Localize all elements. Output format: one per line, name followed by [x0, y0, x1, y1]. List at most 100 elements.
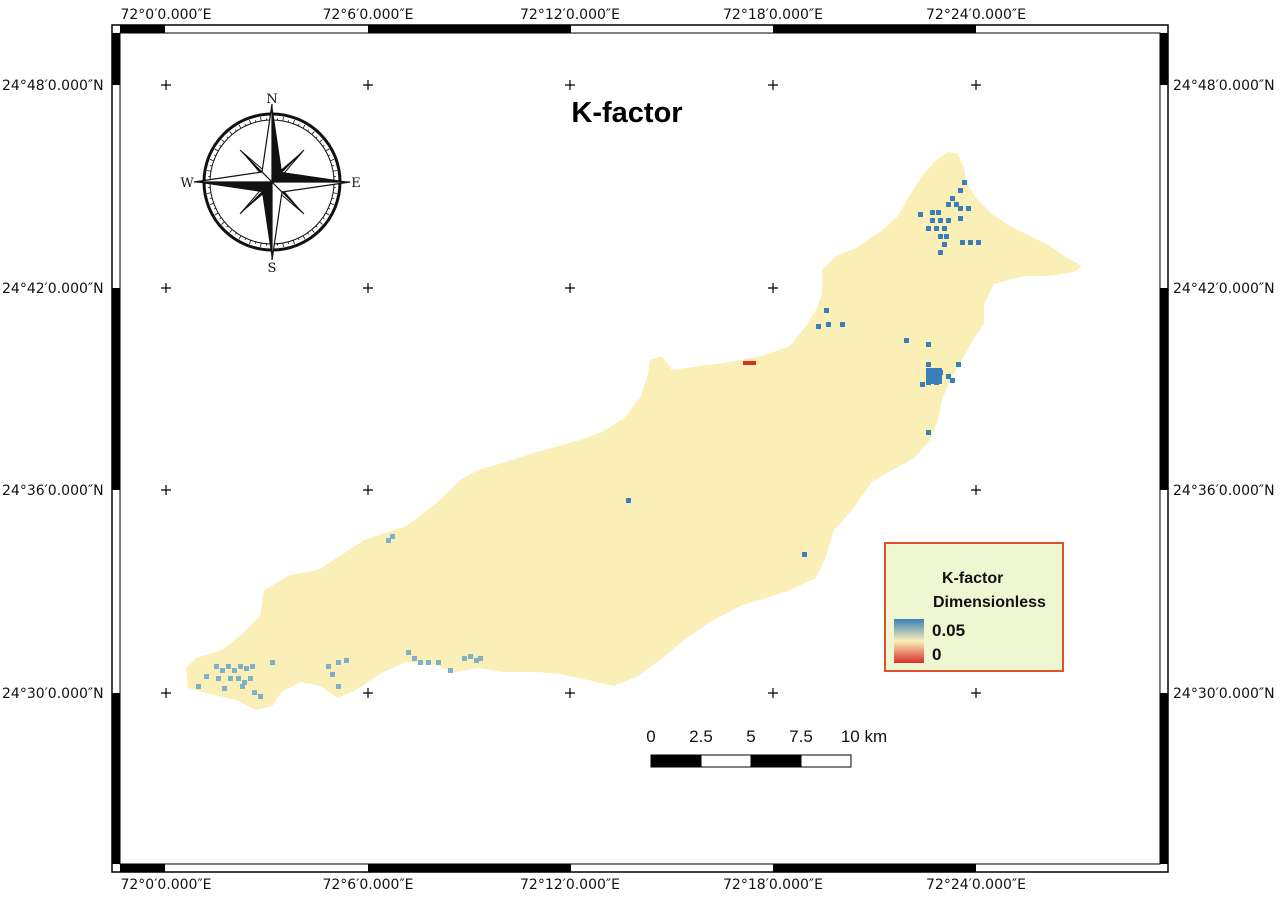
compass-west-label: W — [180, 176, 194, 191]
graticule-cross — [363, 688, 373, 698]
legend-high-label: 0.05 — [932, 621, 965, 640]
k-factor-high-cell — [826, 322, 831, 327]
graticule-cross — [363, 80, 373, 90]
compass-tick — [282, 116, 284, 122]
graticule-cross — [565, 80, 575, 90]
left-lat-label: 24°42′0.000″N — [2, 281, 104, 297]
k-factor-mid-cell — [390, 534, 395, 539]
top-lon-label: 72°0′0.000″E — [120, 7, 211, 23]
compass-tick — [292, 240, 295, 245]
k-factor-high-cell — [626, 498, 631, 503]
k-factor-high-cell — [966, 206, 971, 211]
k-factor-mid-cell — [418, 660, 423, 665]
compass-tick — [219, 217, 222, 220]
compass-tick — [260, 242, 262, 248]
legend-color-ramp — [894, 619, 924, 663]
k-factor-high-cell — [962, 180, 967, 185]
k-factor-high-cell — [946, 218, 951, 223]
compass-tick — [325, 212, 330, 216]
right-lat-label: 24°36′0.000″N — [1173, 483, 1275, 499]
compass-ticks — [206, 116, 338, 248]
k-factor-mid-cell — [220, 668, 225, 673]
k-factor-mid-cell — [336, 684, 341, 689]
k-factor-high-cells — [626, 180, 981, 557]
k-factor-high-cluster — [926, 368, 942, 384]
k-factor-high-cell — [918, 212, 923, 217]
scale-bar: 0 2.5 5 7.5 10 km — [646, 727, 887, 768]
k-factor-mid-cell — [240, 684, 245, 689]
bottom-lon-label: 72°12′0.000″E — [520, 877, 620, 893]
k-factor-mid-cell — [196, 684, 201, 689]
k-factor-mid-cell — [330, 672, 335, 677]
compass-tick — [249, 240, 252, 245]
k-factor-high-cell — [930, 210, 935, 215]
compass-tick — [209, 202, 214, 205]
scale-label: 0 — [646, 727, 655, 746]
right-lat-label: 24°48′0.000″N — [1173, 78, 1275, 94]
graticule-cross — [971, 688, 981, 698]
watershed-basin — [186, 152, 1082, 710]
k-factor-high-cell — [950, 378, 955, 383]
map-title: K-factor — [571, 97, 682, 129]
k-factor-high-cell — [960, 240, 965, 245]
k-factor-high-cell — [802, 552, 807, 557]
north-arrow-compass: N S E W — [180, 92, 360, 276]
k-factor-mid-cell — [474, 658, 479, 663]
k-factor-high-cell — [934, 226, 939, 231]
compass-north-label: N — [266, 92, 277, 107]
compass-tick — [219, 144, 222, 147]
compass-tick — [307, 232, 310, 235]
graticule-cross — [161, 80, 171, 90]
k-factor-high-cell — [840, 322, 845, 327]
compass-tick — [332, 192, 338, 194]
k-factor-mid-cell — [258, 694, 263, 699]
k-factor-high-cell — [946, 202, 951, 207]
compass-tick — [302, 235, 306, 240]
k-factor-mid-cell — [326, 664, 331, 669]
k-factor-high-cell — [944, 234, 949, 239]
k-factor-high-cell — [942, 242, 947, 247]
k-factor-mid-cell — [252, 690, 257, 695]
k-factor-high-cell — [824, 308, 829, 313]
compass-tick — [244, 123, 247, 126]
k-factor-mid-cell — [406, 650, 411, 655]
left-latitude-labels: 24°48′0.000″N 24°42′0.000″N 24°36′0.000″… — [2, 78, 104, 702]
scale-label: 7.5 — [789, 727, 813, 746]
k-factor-mid-cells — [196, 534, 483, 699]
k-factor-high-cell — [938, 234, 943, 239]
scale-label: 10 km — [841, 727, 887, 746]
k-factor-high-cell — [958, 188, 963, 193]
legend-title: K-factor — [942, 570, 1003, 587]
compass-tick — [214, 148, 219, 152]
map-frame — [111, 24, 1169, 873]
compass-tick — [206, 170, 212, 172]
graticule-cross — [363, 283, 373, 293]
compass-tick — [292, 119, 295, 124]
compass-tick — [322, 217, 325, 220]
scale-label: 2.5 — [689, 727, 713, 746]
compass-tick — [311, 131, 315, 135]
compass-tick — [322, 144, 325, 147]
k-factor-mid-cell — [386, 538, 391, 543]
top-lon-label: 72°18′0.000″E — [723, 7, 823, 23]
graticule-cross — [768, 688, 778, 698]
graticule-cross — [768, 283, 778, 293]
k-factor-high-cell — [958, 206, 963, 211]
compass-tick — [287, 120, 289, 123]
graticule-cross — [161, 688, 171, 698]
k-factor-high-cell — [956, 362, 961, 367]
compass-tick — [315, 136, 318, 139]
compass-tick — [238, 124, 242, 129]
k-factor-high-cell — [954, 202, 959, 207]
k-factor-mid-cell — [344, 658, 349, 663]
compass-tick — [282, 242, 284, 248]
graticule-cross — [161, 283, 171, 293]
graticule-cross — [565, 688, 575, 698]
compass-tick — [328, 154, 331, 157]
top-lon-label: 72°12′0.000″E — [520, 7, 620, 23]
right-lat-label: 24°42′0.000″N — [1173, 281, 1275, 297]
k-factor-mid-cell — [228, 676, 233, 681]
bottom-lon-label: 72°6′0.000″E — [322, 877, 413, 893]
k-factor-mid-cell — [216, 676, 221, 681]
compass-tick — [244, 238, 247, 241]
